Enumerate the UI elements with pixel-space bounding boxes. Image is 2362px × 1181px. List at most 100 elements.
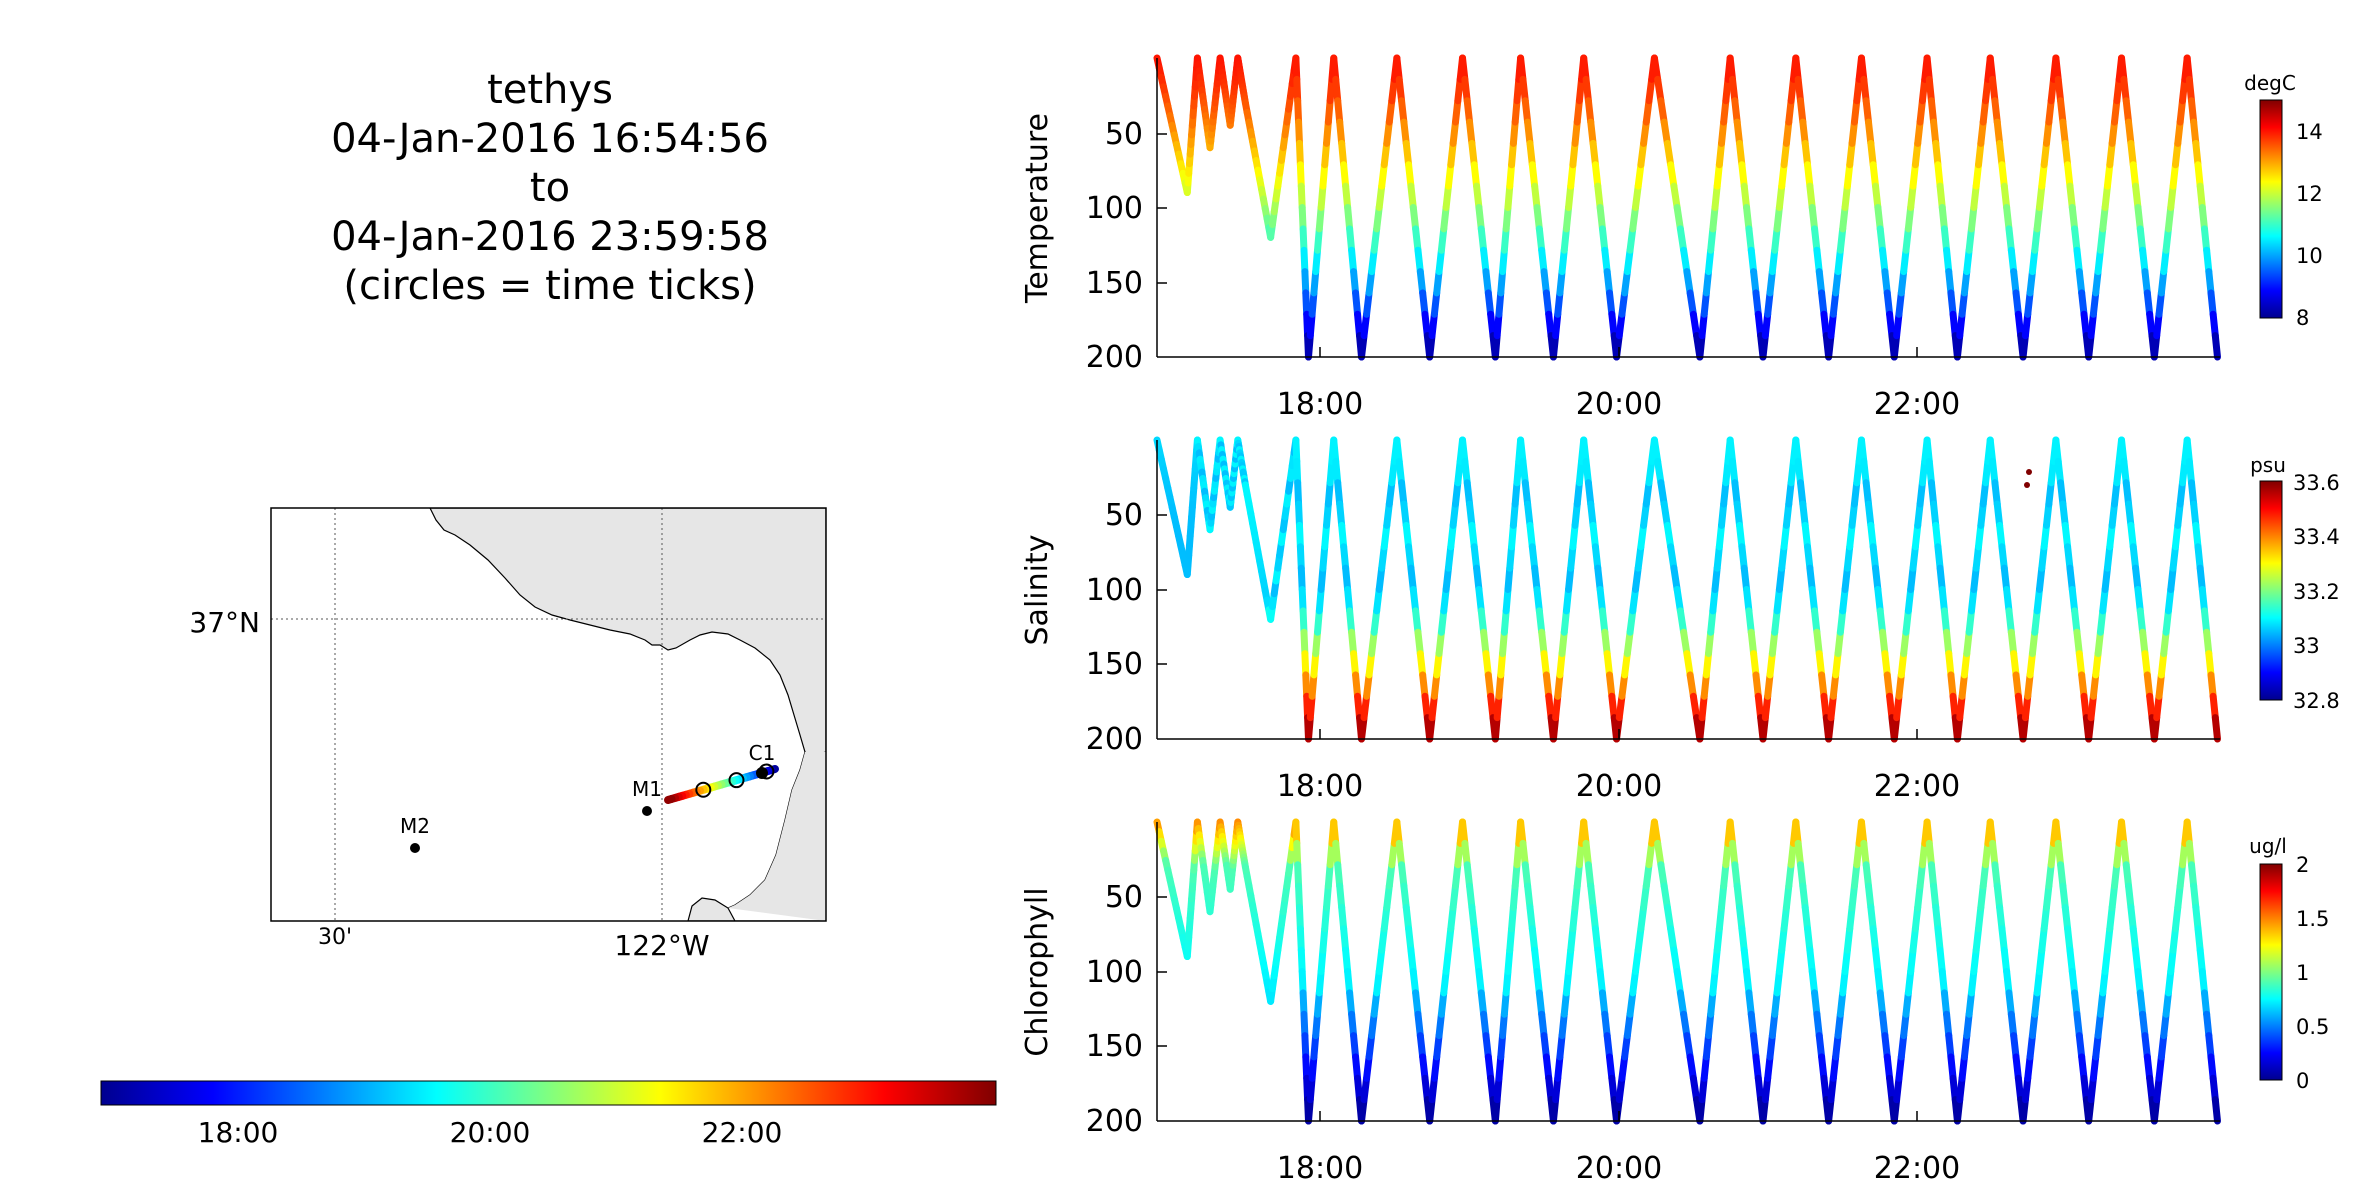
profile-segment [2185,75,2196,105]
profile-segment [1881,650,1891,679]
profile-segment [1761,692,1772,722]
profile-segment [1818,671,1828,700]
profile-segment [1601,628,1611,658]
profile-segment [1771,225,1781,254]
profile-segment [1292,818,1301,847]
profile-segment [1352,1053,1362,1082]
profile-segment [1540,268,1550,297]
profile-segment [1352,671,1362,700]
profile-segment [1358,332,1368,361]
profile-segment [1545,310,1555,340]
profile-segment [1342,564,1352,593]
profile-segment [2176,97,2186,126]
profile-segment [1573,861,1583,890]
profile-segment [1850,861,1861,890]
profile-segment [1567,543,1577,572]
profile-segment [1731,97,1741,126]
profile-segment [2162,607,2172,636]
profile-segment [1729,75,1739,105]
profile-segment [1883,671,1894,700]
profile-segment [1864,118,1875,147]
profile-segment [1764,289,1774,318]
profile-segment [1998,161,2008,190]
profile-segment [1368,246,1378,276]
profile-segment [1334,479,1344,508]
profile-segment [1473,182,1483,211]
profile-segment [1645,839,1656,869]
profile-segment [1782,500,1793,529]
profile-segment [1979,861,1990,890]
profile-segment [1295,500,1303,529]
profile-segment [1846,521,1856,551]
profile-segment [1300,1010,1309,1040]
profile-segment [2094,1010,2104,1040]
profile-segment [1531,182,1541,211]
profile-segment [1575,839,1586,869]
profile-segment [1860,839,1870,869]
title-block: tethys 04-Jan-2016 16:54:56 to 04-Jan-20… [250,66,850,311]
profile-segment [2141,268,2151,297]
profile-segment [1764,671,1774,700]
profile-segment [1497,268,1507,297]
profile-segment [2164,586,2175,615]
profile-segment [1430,1053,1441,1082]
profile-segment [2185,839,2196,869]
profile-segment [1663,903,1675,933]
profile-segment [1295,882,1303,911]
profile-segment [2127,903,2137,933]
profile-segment [1348,246,1358,276]
profile-segment [1482,268,1492,297]
profile-segment [1332,75,1342,105]
profile-segment [1702,268,1713,297]
profile-segment [1346,989,1356,1018]
profile-segment [1808,586,1819,615]
profile-segment [1314,989,1323,1018]
profile-segment [1848,882,1858,911]
profile-segment [1385,479,1396,508]
profile-segment [1497,650,1507,679]
temperature-ytick-100: 100 [1086,191,1143,226]
profile-segment [1738,161,1748,190]
profile-segment [1354,1074,1364,1104]
profile-segment [2101,182,2111,211]
profile-segment [1295,139,1304,169]
profile-segment [1459,436,1469,465]
profile-segment [1740,946,1751,975]
profile-segment [2066,182,2076,211]
profile-segment [1936,182,1946,211]
profile-segment [2136,225,2147,254]
temperature-panel: 50 100 150 200 18:00 20:00 22:00 Tempera… [1020,54,2323,422]
profile-segment [1689,1074,1701,1104]
profile-segment [1733,500,1744,529]
profile-segment [2167,182,2177,211]
profile-segment [2153,310,2163,340]
profile-segment [1736,903,1746,933]
profile-segment [1874,968,1884,997]
profile-segment [1897,650,1908,679]
profile-segment [1621,268,1631,297]
profile-segment [1297,564,1306,593]
profile-segment [1801,139,1812,169]
profile-segment [2198,968,2208,997]
profile-segment [1601,1010,1611,1040]
profile-segment [1292,54,1301,83]
profile-segment [2014,1074,2025,1104]
profile-segment [1874,586,1884,615]
profile-segment [1864,882,1875,911]
profile-segment [1634,925,1645,954]
profile-segment [1370,607,1381,636]
profile-segment [1340,543,1350,572]
profile-segment [2057,861,2067,890]
profile-segment [2200,607,2211,636]
chlorophyll-panel: 50 100 150 200 18:00 20:00 22:00 Chlorop… [1020,818,2329,1181]
profile-segment [1533,586,1543,615]
profile-segment [2059,882,2069,911]
profile-segment [1519,75,1529,105]
profile-segment [1317,564,1327,593]
profile-segment [1409,586,1420,615]
profile-segment [1466,882,1476,911]
salinity-ytick-100: 100 [1086,573,1143,608]
profile-segment [1860,75,1870,105]
profile-segment [1631,182,1642,211]
profile-segment [2101,564,2111,593]
